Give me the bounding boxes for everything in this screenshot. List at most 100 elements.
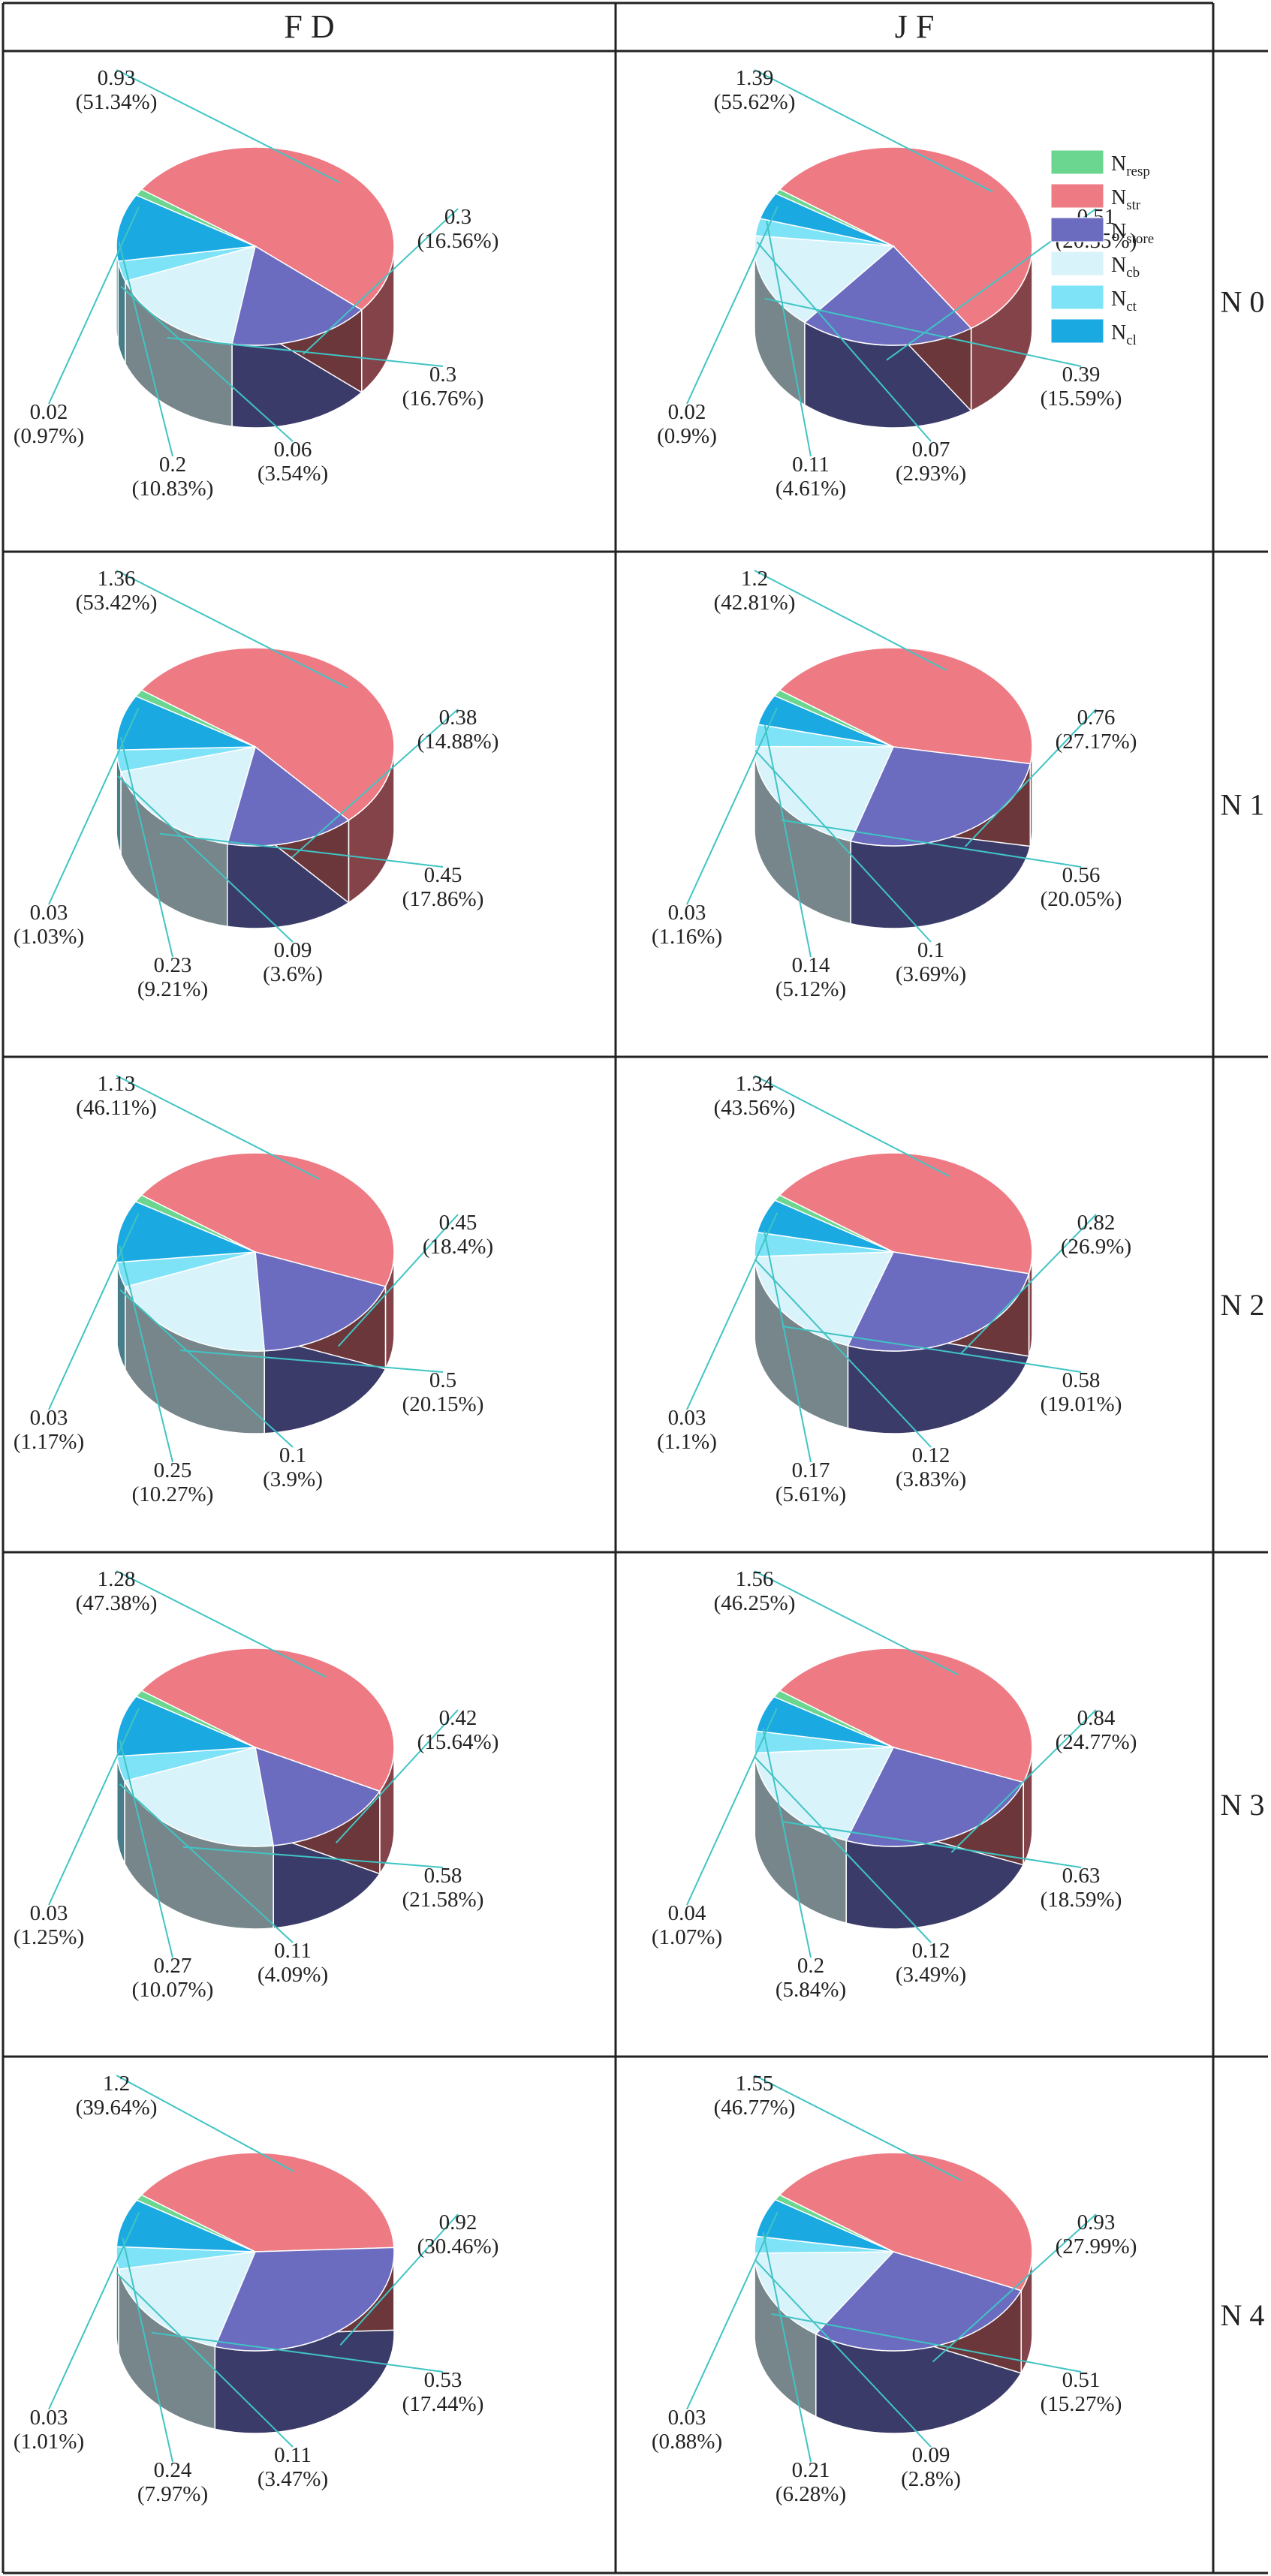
pie-slice-resp <box>135 1690 256 1748</box>
leader-line <box>964 709 1097 847</box>
leader-line <box>686 2211 779 2410</box>
slice-value-label: 0.14 <box>792 953 830 977</box>
leader-line <box>686 1708 778 1906</box>
slice-percent-label: (46.11%) <box>76 1096 157 1120</box>
leader-line <box>119 1783 294 1943</box>
legend: Nresp Nstr Nstore Ncb Nct Ncl <box>1050 149 1154 348</box>
slice-value-label: 0.11 <box>274 2443 312 2467</box>
pie-slice-str <box>140 647 395 821</box>
pie-0: 0.93(51.34%)0.3(16.56%)0.3(16.76%)0.06(3… <box>14 66 498 501</box>
slice-value-label: 0.02 <box>30 400 68 424</box>
slice-value-label: 0.93 <box>98 66 136 90</box>
row-label: N 2 <box>1221 1288 1265 1322</box>
leader-line <box>182 1846 444 1868</box>
slice-percent-label: (30.46%) <box>417 2234 499 2259</box>
pie-slice-str <box>140 1152 395 1287</box>
slice-percent-label: (43.56%) <box>714 1096 796 1120</box>
leader-line <box>116 69 341 184</box>
slice-percent-label: (1.16%) <box>652 925 722 949</box>
table-headers: F D J F N 0 N 1 N 2 N 3 N 4 <box>284 8 1264 2332</box>
slice-value-label: 0.03 <box>668 1406 706 1430</box>
slice-percent-label: (0.88%) <box>652 2430 722 2454</box>
slice-percent-label: (5.84%) <box>776 1978 846 2002</box>
slice-percent-label: (4.61%) <box>776 477 846 501</box>
slice-value-label: 1.13 <box>98 1072 136 1096</box>
slice-value-label: 1.56 <box>736 1567 774 1591</box>
leader-line <box>116 570 348 688</box>
leader-line <box>339 2213 459 2346</box>
slice-value-label: 1.39 <box>736 66 774 90</box>
slice-value-label: 1.55 <box>736 2072 774 2096</box>
slice-value-label: 0.03 <box>30 1406 68 1430</box>
slice-percent-label: (1.17%) <box>14 1430 84 1454</box>
pie-slice-store <box>803 245 972 346</box>
slice-value-label: 0.23 <box>154 953 192 977</box>
pie-8: 1.2(39.64%)0.92(30.46%)0.53(17.44%)0.11(… <box>14 2072 498 2506</box>
slice-value-label: 0.2 <box>159 453 186 477</box>
slice-percent-label: (1.07%) <box>652 1925 722 1949</box>
slice-percent-label: (46.25%) <box>714 1591 796 1615</box>
slice-percent-label: (24.77%) <box>1056 1730 1137 1754</box>
leader-line <box>771 2313 1082 2373</box>
leader-line <box>960 1214 1097 1355</box>
slice-percent-label: (3.69%) <box>896 962 966 986</box>
slice-percent-label: (47.38%) <box>76 1591 158 1615</box>
leader-line <box>754 69 993 193</box>
slice-value-label: 0.3 <box>429 363 456 387</box>
leader-line <box>782 1326 1082 1373</box>
slice-percent-label: (55.62%) <box>714 90 796 114</box>
pie-slice-store <box>255 1746 381 1846</box>
row-label: N 4 <box>1221 2298 1265 2332</box>
pie-3: 1.2(42.81%) 0.76(27.17%) 0.56(20.05%) 0.1(3… <box>652 567 1137 1001</box>
slice-value-label: 0.09 <box>274 938 312 962</box>
slice-percent-label: (6.28%) <box>776 2482 846 2506</box>
slice-value-label: 0.03 <box>30 1901 68 1925</box>
leader-line <box>119 736 173 958</box>
slice-value-label: 0.06 <box>274 438 312 462</box>
pie-slice-resp <box>773 689 894 748</box>
pie-slice-str <box>779 1152 1033 1274</box>
slice-percent-label: (17.86%) <box>402 887 484 911</box>
slice-value-label: 0.03 <box>668 901 706 925</box>
legend-swatch <box>1050 217 1104 242</box>
column-header: J F <box>895 8 935 45</box>
pie-slice-cl <box>116 695 256 751</box>
pie-slice-store <box>231 245 363 346</box>
slice-value-label: 0.3 <box>444 205 471 229</box>
pie-side-cl <box>116 1251 118 1345</box>
pie-slice-resp <box>773 1194 894 1253</box>
slice-percent-label: (10.83%) <box>132 477 214 501</box>
legend-swatch <box>1050 318 1104 344</box>
legend-swatch <box>1050 284 1104 310</box>
slice-percent-label: (18.59%) <box>1041 1888 1122 1912</box>
leader-line <box>119 1289 294 1448</box>
leader-line <box>118 242 173 457</box>
slice-percent-label: (53.42%) <box>76 591 158 615</box>
slice-percent-label: (17.44%) <box>402 2392 484 2416</box>
leader-line <box>754 570 947 671</box>
leader-line <box>756 241 932 442</box>
slice-value-label: 0.92 <box>439 2210 477 2234</box>
slice-percent-label: (26.9%) <box>1061 1235 1131 1259</box>
slice-value-label: 0.03 <box>30 901 68 925</box>
pie-slice-store <box>845 1747 1025 1847</box>
pie-side-cl <box>116 1747 118 1839</box>
slice-percent-label: (27.99%) <box>1056 2234 1137 2259</box>
pie-slice-str <box>140 146 395 311</box>
pie-charts: 0.93(51.34%)0.3(16.56%)0.3(16.76%)0.06(3… <box>14 66 1137 2506</box>
slice-value-label: 0.03 <box>30 2406 68 2430</box>
leader-line <box>754 750 932 943</box>
slice-value-label: 0.02 <box>668 400 706 424</box>
slice-value-label: 0.04 <box>668 1901 706 1925</box>
pie-slice-str <box>779 2152 1033 2292</box>
slice-percent-label: (0.9%) <box>657 424 717 448</box>
leader-line <box>950 1709 1097 1853</box>
leader-line <box>762 2231 812 2463</box>
leader-line <box>766 220 812 457</box>
slice-percent-label: (19.01%) <box>1041 1392 1122 1416</box>
slice-percent-label: (16.76%) <box>402 387 484 411</box>
slice-value-label: 0.1 <box>917 938 944 962</box>
slice-value-label: 0.82 <box>1077 1211 1116 1235</box>
slice-value-label: 0.12 <box>912 1939 950 1963</box>
